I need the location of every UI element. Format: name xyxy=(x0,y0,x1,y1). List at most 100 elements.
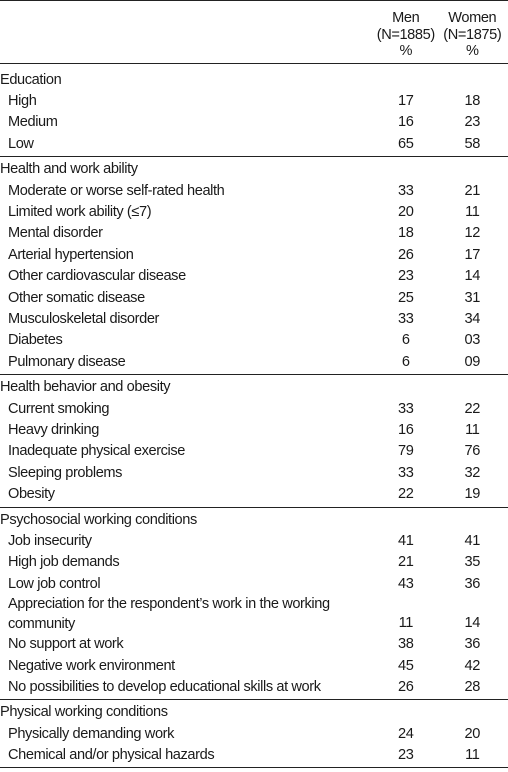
men-percent: 25 xyxy=(398,289,414,306)
women-percent: 19 xyxy=(436,484,508,508)
section-title: Health behavior and obesity xyxy=(0,379,171,396)
men-percent: 16 xyxy=(398,422,414,438)
women-percent: 11 xyxy=(465,203,480,220)
men-percent: 45 xyxy=(398,657,414,674)
header-men-title: Men xyxy=(392,10,420,26)
section-header-row: Education xyxy=(0,63,508,91)
men-percent: 23 xyxy=(398,268,414,285)
table-row: Heavy drinking 16 11 xyxy=(0,420,508,441)
section-header-row: Physical working conditions xyxy=(0,700,508,724)
women-percent: 36 xyxy=(464,575,481,592)
section-title: Education xyxy=(0,71,62,88)
table-row: Obesity 22 19 xyxy=(0,484,508,508)
women-percent: 31 xyxy=(464,289,481,306)
row-label: Moderate or worse self-rated health xyxy=(8,182,225,199)
section-title: Physical working conditions xyxy=(0,704,168,721)
header-women-n: (N=1875) xyxy=(443,26,502,43)
women-percent: 35 xyxy=(464,554,481,571)
men-percent: 22 xyxy=(371,484,437,508)
header-men-n: (N=1885) xyxy=(376,26,435,43)
men-percent: 79 xyxy=(398,443,414,460)
row-label: Sleeping problems xyxy=(8,464,123,481)
row-label: No support at work xyxy=(8,636,124,653)
section-title: Psychosocial working conditions xyxy=(0,511,197,528)
women-percent: 28 xyxy=(436,677,508,701)
men-percent: 6 xyxy=(401,332,410,349)
row-label: Chemical and/or physical hazards xyxy=(0,745,372,768)
men-percent: 6 xyxy=(371,351,437,376)
table-row: Pulmonary disease 6 09 xyxy=(0,351,508,376)
table-row: Low 65 58 xyxy=(0,133,508,158)
table-row: No possibilities to develop educational … xyxy=(0,677,508,701)
table-row: Limited work ability (≤7) 20 11 xyxy=(0,202,508,223)
men-percent: 21 xyxy=(398,554,414,571)
table-row: Mental disorder 18 12 xyxy=(0,223,508,244)
table-row: No support at work 38 36 xyxy=(0,634,508,655)
table-row: Appreciation for the respondent’s work i… xyxy=(0,595,508,634)
men-percent: 33 xyxy=(398,464,414,481)
women-percent: 03 xyxy=(464,332,481,349)
row-label: Mental disorder xyxy=(8,225,103,242)
women-percent: 42 xyxy=(464,657,481,674)
table-row: High job demands 21 35 xyxy=(0,552,508,573)
men-percent: 20 xyxy=(398,203,414,220)
men-percent: 33 xyxy=(398,182,414,199)
men-percent: 43 xyxy=(398,575,414,592)
men-percent: 24 xyxy=(398,725,414,742)
women-percent: 32 xyxy=(464,464,481,481)
section-header-row: Health and work ability xyxy=(0,157,508,181)
men-percent: 23 xyxy=(371,745,437,768)
women-percent: 11 xyxy=(436,745,508,768)
women-percent: 23 xyxy=(464,114,481,131)
table-row: Diabetes 6 03 xyxy=(0,330,508,351)
women-percent: 76 xyxy=(464,443,481,460)
women-percent: 58 xyxy=(436,133,508,158)
table-row: Sleeping problems 33 32 xyxy=(0,463,508,484)
row-label: Low job control xyxy=(8,575,101,592)
women-percent: 11 xyxy=(465,422,480,438)
table-row: Musculoskeletal disorder 33 34 xyxy=(0,309,508,330)
header-women-unit: % xyxy=(436,43,508,64)
row-label: Other somatic disease xyxy=(8,289,145,306)
table-row: Current smoking 33 22 xyxy=(0,399,508,420)
table-row: Negative work environment 45 42 xyxy=(0,656,508,677)
table-row: Job insecurity 41 41 xyxy=(0,531,508,552)
table-body: Education High 17 18 Medium 16 23 Low 65 58 Health… xyxy=(0,63,508,768)
table-row: Low job control 43 36 xyxy=(0,574,508,595)
table-row: Other somatic disease 25 31 xyxy=(0,288,508,309)
women-percent: 18 xyxy=(464,92,481,109)
table-row: Arterial hypertension 26 17 xyxy=(0,245,508,266)
men-percent: 41 xyxy=(398,533,414,550)
row-label: No possibilities to develop educational … xyxy=(0,677,372,701)
row-label: Arterial hypertension xyxy=(8,246,134,263)
row-label: Pulmonary disease xyxy=(0,351,372,376)
row-label: Low xyxy=(0,133,372,158)
women-percent: 09 xyxy=(436,351,508,376)
section-title: Health and work ability xyxy=(0,161,138,178)
men-percent: 18 xyxy=(398,225,414,242)
men-percent: 17 xyxy=(398,92,414,109)
table-row: Moderate or worse self-rated health 33 21 xyxy=(0,181,508,202)
men-percent: 38 xyxy=(398,636,414,653)
table-row: Inadequate physical exercise 79 76 xyxy=(0,441,508,462)
table-row: Medium 16 23 xyxy=(0,112,508,133)
men-percent: 33 xyxy=(398,400,414,417)
men-percent: 26 xyxy=(398,246,414,263)
men-percent: 33 xyxy=(398,310,414,327)
table-header: Men Women (N=1885) (N=1875) % % xyxy=(0,4,508,64)
women-percent: 12 xyxy=(464,225,481,242)
table-row: Physically demanding work 24 20 xyxy=(0,724,508,745)
row-label: Diabetes xyxy=(8,332,63,349)
table-row: Chemical and/or physical hazards 23 11 xyxy=(0,745,508,768)
women-percent: 21 xyxy=(464,182,481,199)
row-label: Appreciation for the respondent’s work i… xyxy=(8,596,330,632)
row-label: High job demands xyxy=(8,554,120,571)
row-label: Heavy drinking xyxy=(8,422,99,438)
table-top-rule xyxy=(0,0,508,5)
header-label-cell xyxy=(0,4,372,27)
men-percent: 65 xyxy=(371,133,437,158)
row-label: Limited work ability (≤7) xyxy=(8,203,152,220)
women-percent: 36 xyxy=(464,636,481,653)
women-percent: 34 xyxy=(464,310,481,327)
